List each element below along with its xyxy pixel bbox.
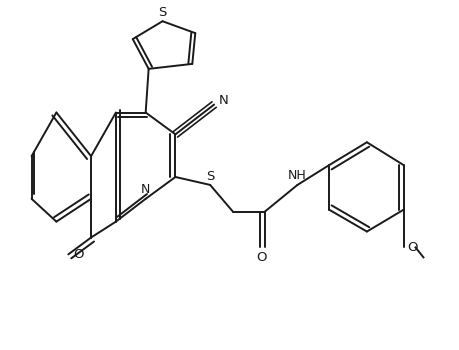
Text: NH: NH	[288, 169, 307, 182]
Text: O: O	[257, 251, 267, 264]
Text: O: O	[408, 241, 418, 254]
Text: N: N	[219, 94, 229, 107]
Text: N: N	[141, 183, 151, 196]
Text: S: S	[158, 6, 167, 19]
Text: O: O	[73, 248, 84, 261]
Text: S: S	[206, 170, 214, 183]
